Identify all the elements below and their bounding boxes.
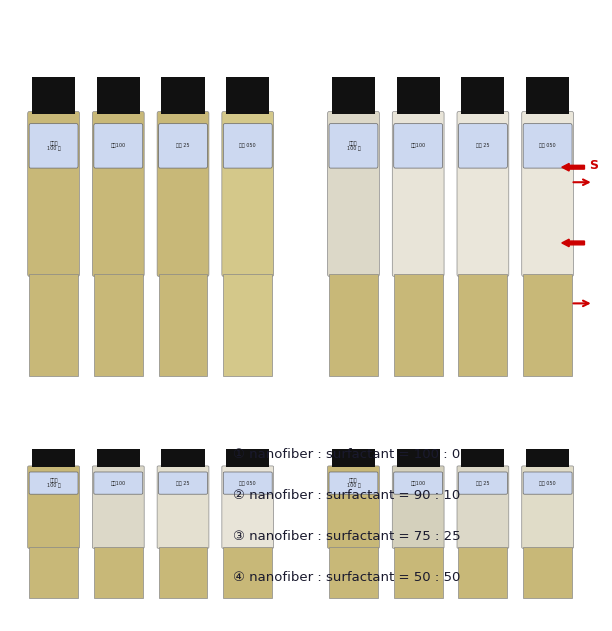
Bar [526, 77, 569, 114]
Text: 서프100: 서프100 [411, 481, 426, 486]
Bar [461, 449, 504, 467]
FancyBboxPatch shape [222, 466, 274, 548]
FancyBboxPatch shape [521, 466, 573, 548]
FancyBboxPatch shape [28, 112, 80, 276]
FancyBboxPatch shape [29, 124, 78, 168]
Text: ④: ④ [243, 63, 252, 73]
FancyBboxPatch shape [327, 466, 379, 548]
FancyBboxPatch shape [28, 466, 80, 548]
FancyBboxPatch shape [392, 112, 444, 276]
Text: ③ nanofiber : surfactant = 75 : 25: ③ nanofiber : surfactant = 75 : 25 [233, 530, 460, 543]
Bar [226, 77, 269, 114]
Text: 서프 25: 서프 25 [176, 143, 190, 148]
Bar [461, 77, 504, 114]
Bar [458, 274, 507, 376]
Bar [97, 449, 140, 467]
Text: (A): (A) [15, 29, 40, 44]
FancyBboxPatch shape [329, 124, 378, 168]
Text: 서프 050: 서프 050 [539, 143, 556, 148]
Bar [226, 449, 269, 467]
FancyBboxPatch shape [159, 124, 207, 168]
FancyBboxPatch shape [329, 472, 378, 494]
Text: ②: ② [114, 63, 123, 73]
Bar [332, 77, 375, 114]
Bar [223, 547, 272, 598]
Bar [159, 274, 207, 376]
Bar [523, 274, 572, 376]
Bar [458, 547, 507, 598]
Text: ①: ① [49, 63, 58, 73]
Bar [32, 77, 75, 114]
Text: 서프100: 서프100 [111, 481, 126, 486]
Bar [159, 547, 207, 598]
FancyBboxPatch shape [394, 472, 442, 494]
Bar [397, 449, 440, 467]
FancyBboxPatch shape [457, 466, 509, 548]
Bar [329, 547, 378, 598]
Text: ② nanofiber : surfactant = 90 : 10: ② nanofiber : surfactant = 90 : 10 [233, 489, 460, 502]
Bar [329, 274, 378, 376]
FancyBboxPatch shape [94, 472, 143, 494]
FancyBboxPatch shape [157, 112, 209, 276]
FancyBboxPatch shape [29, 472, 78, 494]
FancyBboxPatch shape [523, 124, 572, 168]
FancyBboxPatch shape [458, 124, 507, 168]
Bar [162, 77, 204, 114]
Text: ④ nanofiber : surfactant = 50 : 50: ④ nanofiber : surfactant = 50 : 50 [233, 571, 460, 584]
FancyBboxPatch shape [394, 124, 442, 168]
Text: (D): (D) [315, 425, 341, 440]
Bar [332, 449, 375, 467]
FancyBboxPatch shape [392, 466, 444, 548]
Text: (A): (A) [15, 25, 38, 38]
FancyBboxPatch shape [92, 466, 144, 548]
Text: (C): (C) [15, 425, 40, 440]
Text: ③: ③ [178, 63, 188, 73]
Bar [94, 547, 143, 598]
Text: S: S [589, 160, 598, 172]
Text: 스포츠
100 는: 스포츠 100 는 [346, 141, 360, 151]
FancyBboxPatch shape [458, 472, 507, 494]
Text: 서프 25: 서프 25 [476, 143, 490, 148]
FancyBboxPatch shape [521, 112, 573, 276]
Text: 서프 25: 서프 25 [476, 481, 490, 486]
Bar [29, 274, 78, 376]
Text: 서프100: 서프100 [111, 143, 126, 148]
Bar [223, 274, 272, 376]
Text: (B): (B) [315, 25, 338, 38]
Text: 서프100: 서프100 [411, 143, 426, 148]
Bar [394, 274, 442, 376]
Bar [523, 547, 572, 598]
FancyBboxPatch shape [222, 112, 274, 276]
FancyBboxPatch shape [92, 112, 144, 276]
Bar [162, 449, 204, 467]
Text: 스포츠
100 는: 스포츠 100 는 [346, 478, 360, 488]
Bar [29, 547, 78, 598]
FancyBboxPatch shape [94, 124, 143, 168]
FancyBboxPatch shape [457, 112, 509, 276]
Bar [94, 274, 143, 376]
Text: (D): (D) [315, 423, 339, 437]
Bar [97, 77, 140, 114]
FancyBboxPatch shape [223, 124, 272, 168]
FancyBboxPatch shape [157, 466, 209, 548]
Text: ① nanofiber : surfactant = 100 : 0: ① nanofiber : surfactant = 100 : 0 [233, 448, 460, 461]
FancyBboxPatch shape [223, 472, 272, 494]
Text: (C): (C) [15, 423, 38, 437]
Text: 서프 25: 서프 25 [176, 481, 190, 486]
Text: 스포츠
100 는: 스포츠 100 는 [47, 478, 61, 488]
Text: 스포츠
100 는: 스포츠 100 는 [47, 141, 61, 151]
FancyBboxPatch shape [159, 472, 207, 494]
Bar [394, 547, 442, 598]
FancyBboxPatch shape [327, 112, 379, 276]
Bar [397, 77, 440, 114]
Text: 서프 050: 서프 050 [239, 481, 256, 486]
Text: 서프 050: 서프 050 [239, 143, 256, 148]
Text: 서프 050: 서프 050 [539, 481, 556, 486]
Text: (B): (B) [315, 29, 340, 44]
Bar [32, 449, 75, 467]
FancyBboxPatch shape [523, 472, 572, 494]
Bar [526, 449, 569, 467]
